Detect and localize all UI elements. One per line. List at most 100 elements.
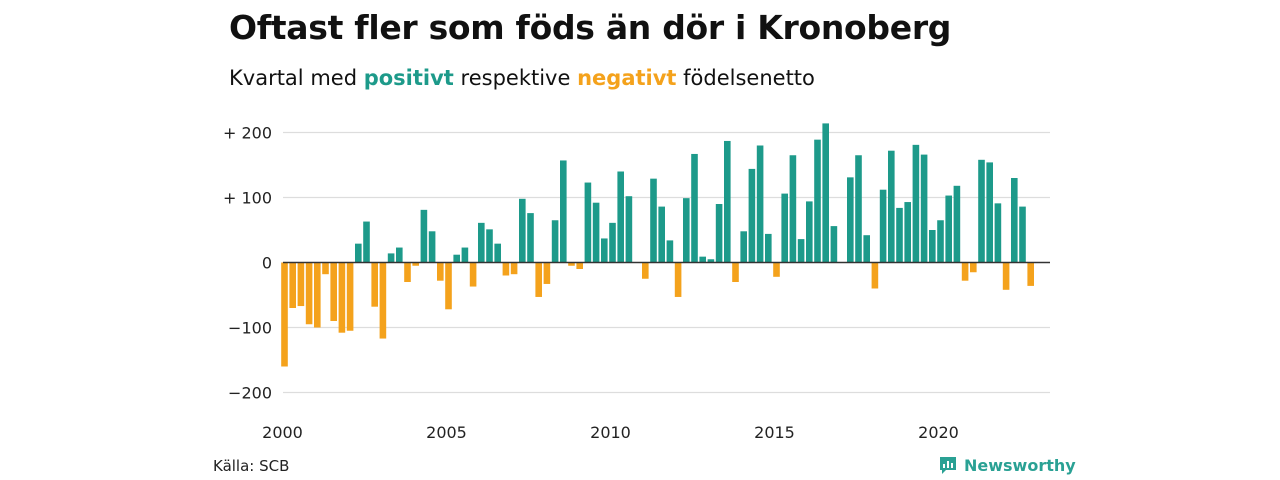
bar <box>601 238 608 263</box>
bar <box>461 247 469 263</box>
bar <box>658 206 665 263</box>
bar <box>412 262 419 266</box>
chart-subtitle: Kvartal med positivt respektive negativt… <box>229 66 815 90</box>
bar <box>420 209 428 263</box>
bar <box>650 178 657 263</box>
newsworthy-icon <box>940 457 956 474</box>
source-note: Källa: SCB <box>213 457 290 475</box>
bar <box>486 229 493 263</box>
bar <box>863 235 870 263</box>
bar <box>691 153 698 263</box>
x-tick-label: 2015 <box>754 423 795 442</box>
bar <box>945 195 952 263</box>
bar <box>978 159 985 263</box>
subtitle-negative-label: negativt <box>577 66 677 90</box>
bar <box>830 226 838 263</box>
bar <box>994 203 1002 263</box>
bar <box>953 185 961 263</box>
bar <box>707 259 715 263</box>
x-tick-label: 2020 <box>918 423 959 442</box>
bar <box>797 239 805 263</box>
bar <box>715 204 723 263</box>
bar <box>765 233 772 263</box>
bar <box>961 262 969 281</box>
bar <box>732 262 739 282</box>
bar <box>371 262 378 307</box>
y-tick-label: −100 <box>228 319 272 338</box>
bar <box>510 262 518 275</box>
bar <box>445 262 452 310</box>
bar <box>519 198 526 263</box>
bar <box>355 243 362 263</box>
bar <box>724 140 731 263</box>
y-tick-label: + 100 <box>223 189 272 208</box>
bar <box>756 145 764 263</box>
bar <box>912 144 920 263</box>
bar <box>642 262 649 279</box>
bar <box>699 256 706 263</box>
bar <box>404 262 411 282</box>
bar <box>871 262 879 289</box>
x-tick-label: 2010 <box>590 423 631 442</box>
bar <box>1019 206 1026 263</box>
bar <box>535 262 542 297</box>
bar <box>847 177 854 263</box>
brand-name: Newsworthy <box>964 455 1076 475</box>
bar <box>428 231 436 263</box>
bar <box>379 262 387 339</box>
bar <box>814 139 821 263</box>
bar <box>289 262 296 308</box>
y-tick-label: −200 <box>228 384 272 403</box>
bar <box>740 231 747 263</box>
bar <box>683 198 690 263</box>
bar <box>502 262 510 276</box>
bar <box>822 123 829 263</box>
subtitle-prefix: Kvartal med <box>229 66 358 90</box>
bar <box>527 213 534 263</box>
bar <box>666 240 674 263</box>
bar <box>469 262 477 287</box>
bar <box>543 262 551 284</box>
bar <box>551 220 559 263</box>
bar <box>297 262 305 307</box>
bar <box>576 262 583 269</box>
bar <box>789 155 797 263</box>
bar <box>986 162 993 263</box>
y-tick-label: + 200 <box>223 124 272 143</box>
bar <box>322 262 329 275</box>
chart-title: Oftast fler som föds än dör i Kronoberg <box>229 8 952 47</box>
bar <box>879 189 887 263</box>
bar <box>748 168 756 263</box>
x-tick-label: 2005 <box>426 423 467 442</box>
bar <box>330 262 337 321</box>
bar <box>437 262 444 281</box>
bar <box>338 262 346 333</box>
x-tick-label: 2000 <box>262 423 303 442</box>
bar <box>609 222 616 263</box>
bar <box>346 262 354 331</box>
bar <box>806 201 813 263</box>
bar <box>888 150 895 263</box>
bar <box>920 154 928 263</box>
bar <box>896 207 903 263</box>
subtitle-positive-label: positivt <box>363 66 454 90</box>
bar <box>478 222 485 263</box>
bar <box>568 262 575 266</box>
bar <box>453 254 460 263</box>
bar <box>937 220 944 263</box>
bar <box>314 262 321 328</box>
bar <box>625 196 633 263</box>
bar <box>855 155 862 263</box>
bar <box>617 171 624 263</box>
bar <box>674 262 682 297</box>
bar <box>494 243 501 263</box>
bar <box>281 262 288 367</box>
bar <box>1002 262 1010 290</box>
y-tick-label: 0 <box>262 254 272 273</box>
bar <box>387 253 395 263</box>
bar <box>363 221 370 263</box>
bar <box>773 262 780 277</box>
bar <box>396 247 403 263</box>
bar <box>305 262 313 325</box>
